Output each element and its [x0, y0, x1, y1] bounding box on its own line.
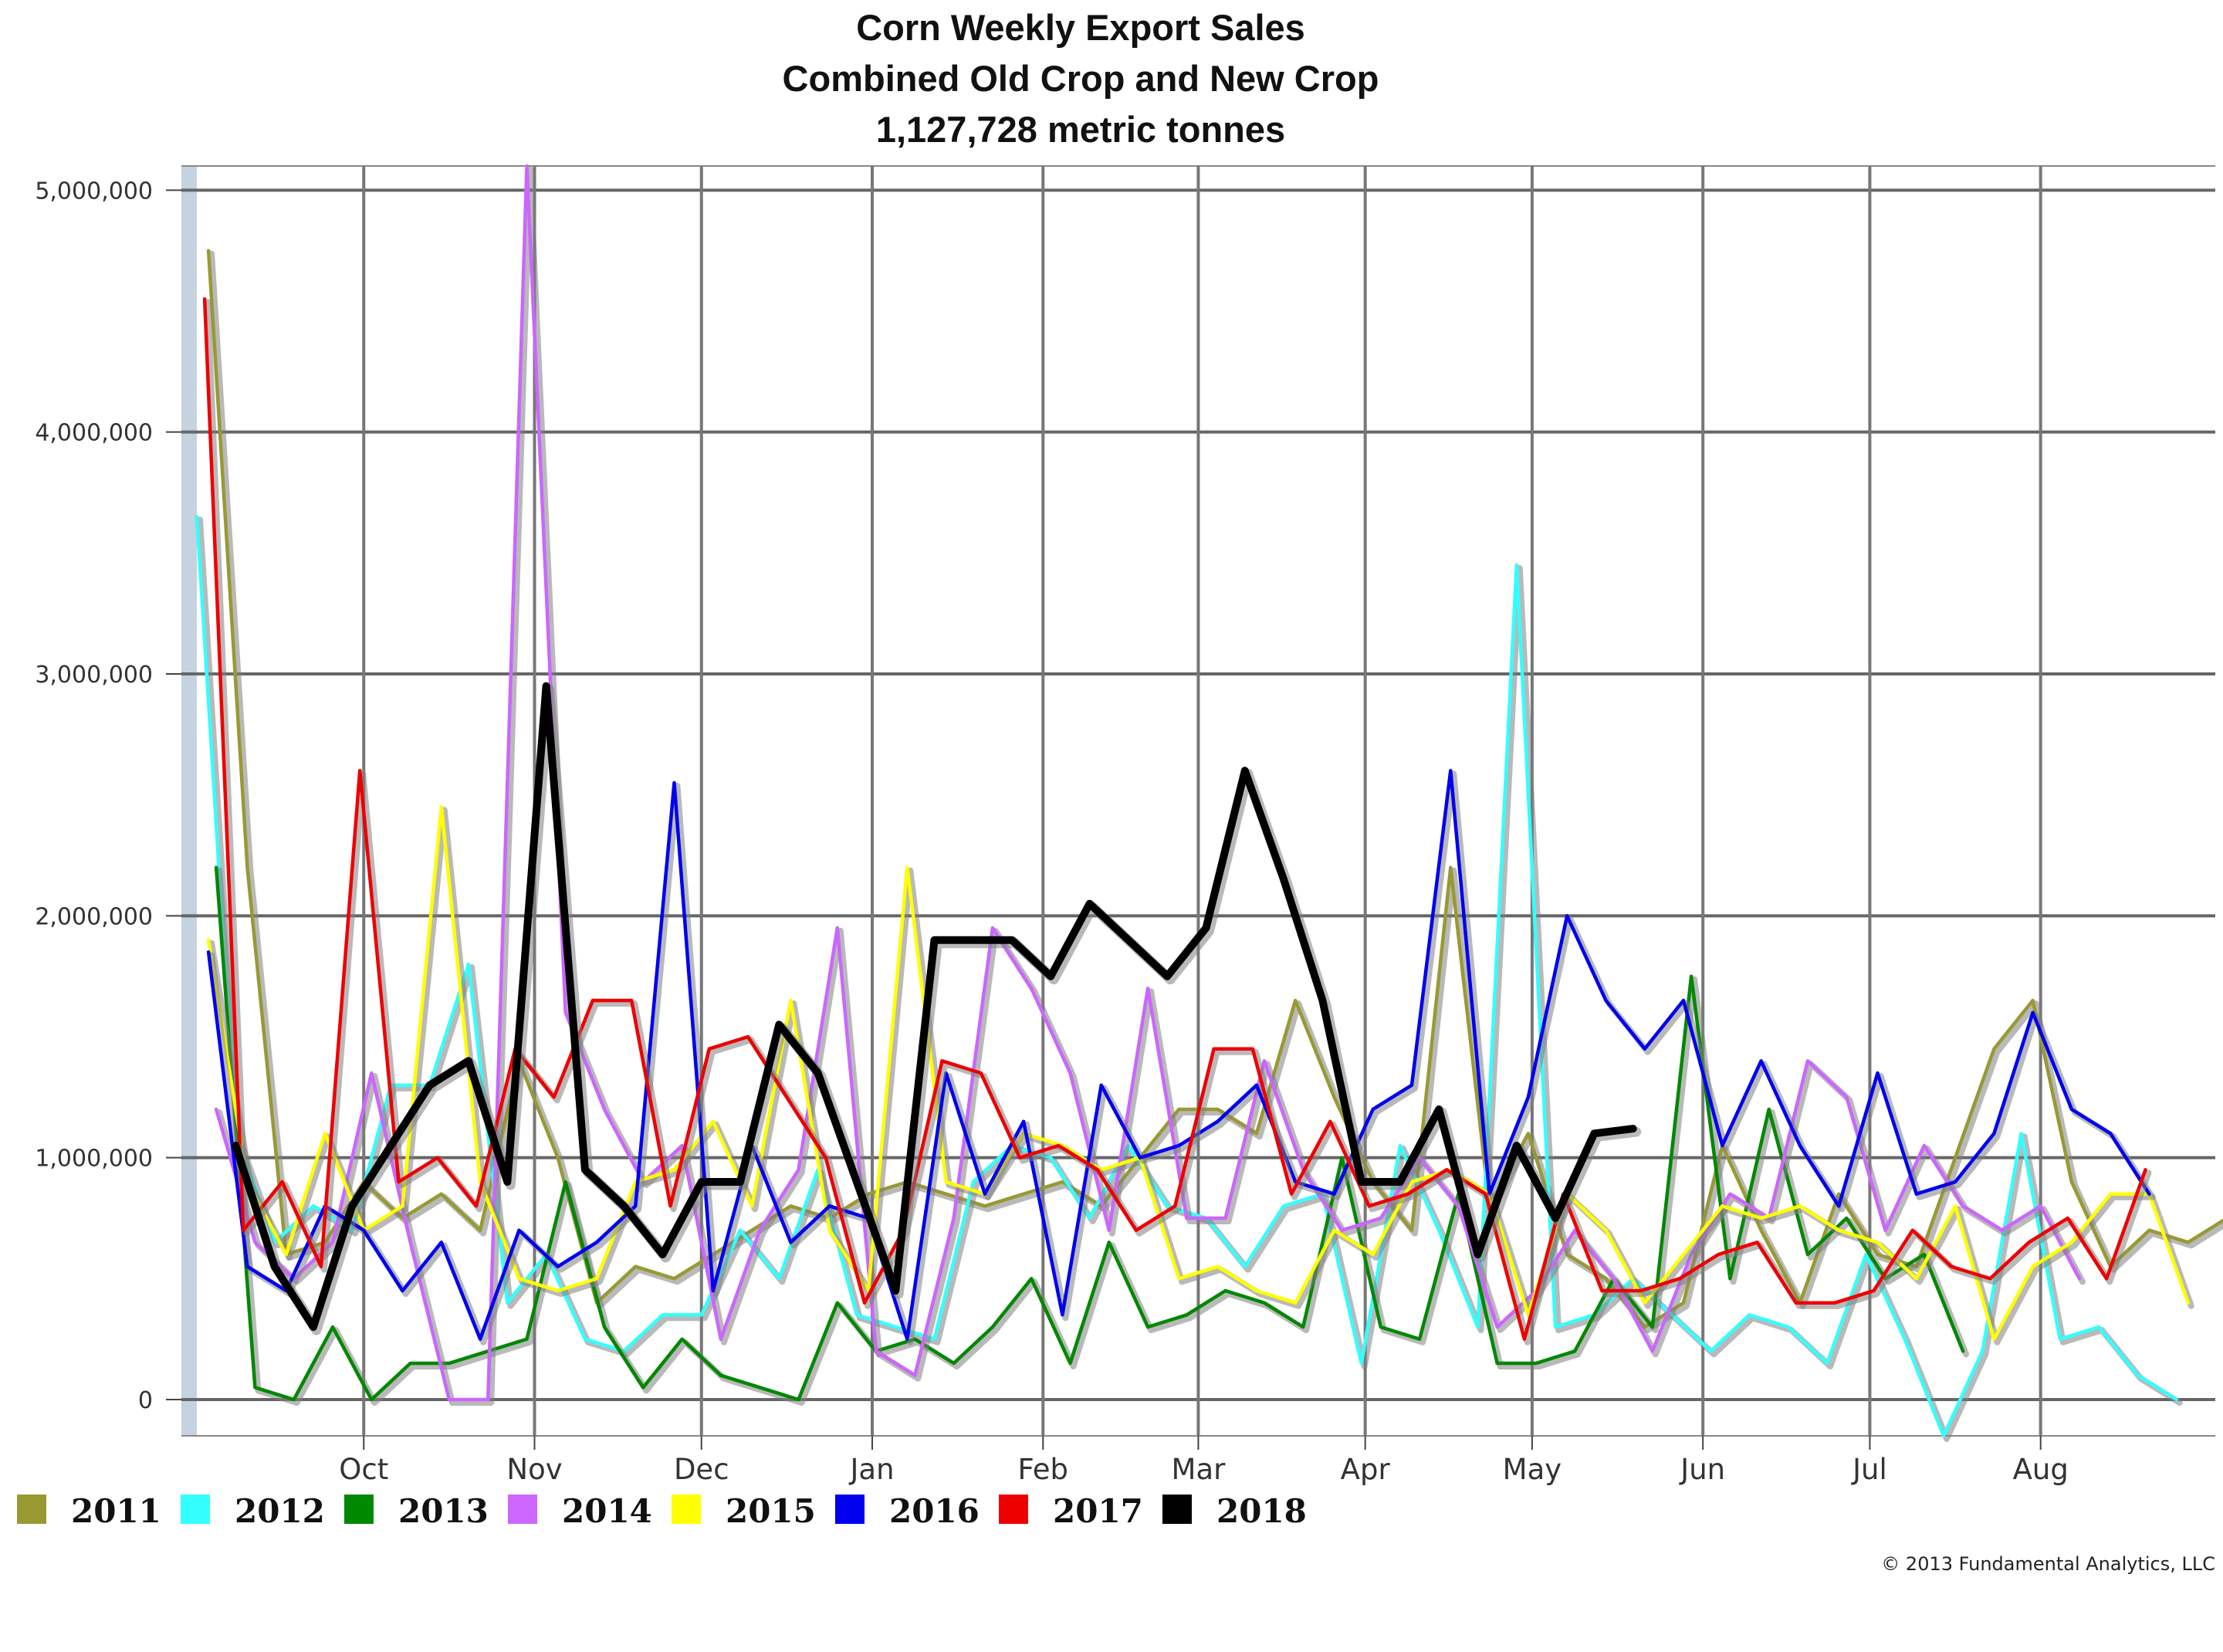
legend-item-2014[interactable]: 2014	[508, 1492, 652, 1530]
legend-swatch	[1162, 1495, 1192, 1524]
legend-swatch	[999, 1495, 1028, 1524]
title-line-1: Corn Weekly Export Sales	[856, 7, 1305, 48]
series-shadow-2015	[208, 807, 2194, 1346]
legend-item-2017[interactable]: 2017	[999, 1492, 1143, 1530]
legend-label: 2018	[1216, 1492, 1307, 1530]
series-line-2016	[206, 769, 2151, 1341]
x-axis: Oct Nov Dec Jan Feb Mar Apr May Jun Jul Aug	[339, 1436, 2069, 1486]
legend-label: 2017	[1053, 1492, 1143, 1530]
copyright-credit: © 2013 Fundamental Analytics, LLC	[1881, 1553, 2215, 1575]
x-tick-label: Oct	[339, 1453, 388, 1486]
y-tick-label: 3,000,000	[35, 662, 153, 689]
legend-swatch	[181, 1495, 210, 1524]
series-layer	[195, 164, 2223, 1442]
series-2013	[214, 865, 1970, 1406]
legend-swatch	[508, 1495, 537, 1524]
legend-swatch	[344, 1495, 374, 1524]
x-tick-label: Apr	[1341, 1453, 1391, 1486]
x-tick-label: Jan	[848, 1453, 894, 1486]
legend-item-2018[interactable]: 2018	[1162, 1492, 1307, 1530]
legend-item-2013[interactable]: 2013	[344, 1492, 489, 1530]
legend-label: 2012	[235, 1492, 325, 1530]
legend-label: 2011	[71, 1492, 161, 1530]
series-line-2013	[214, 865, 1965, 1402]
series-2016	[206, 769, 2156, 1346]
legend: 2011 2012 2013 2014 2015 2016 2017 2018	[17, 1492, 1307, 1530]
x-tick-label: Jun	[1679, 1453, 1725, 1486]
x-tick-label: Nov	[506, 1453, 562, 1486]
legend-label: 2014	[562, 1492, 652, 1530]
legend-swatch	[17, 1495, 46, 1524]
y-axis: 0 1,000,000 2,000,000 3,000,000 4,000,000 5,0…	[35, 178, 181, 1414]
y-tick-label: 1,000,000	[35, 1146, 153, 1173]
y-tick-label: 4,000,000	[35, 420, 153, 447]
x-tick-label: Dec	[674, 1453, 729, 1486]
series-2017	[202, 297, 2152, 1346]
series-line-2018	[232, 682, 1637, 1331]
series-2018	[232, 682, 1642, 1335]
legend-label: 2015	[726, 1492, 816, 1530]
y-tick-label: 0	[138, 1387, 153, 1414]
y-tick-label: 5,000,000	[35, 178, 153, 205]
legend-swatch	[672, 1495, 701, 1524]
legend-item-2011[interactable]: 2011	[17, 1492, 161, 1530]
legend-item-2012[interactable]: 2012	[181, 1492, 325, 1530]
legend-swatch	[835, 1495, 864, 1524]
y-axis-band	[181, 166, 197, 1436]
y-tick-label: 2,000,000	[35, 903, 153, 930]
x-tick-label: Jul	[1851, 1453, 1887, 1486]
series-line-2015	[206, 805, 2191, 1341]
legend-item-2015[interactable]: 2015	[672, 1492, 816, 1530]
legend-label: 2016	[889, 1492, 980, 1530]
legend-label: 2013	[398, 1492, 489, 1530]
legend-item-2016[interactable]: 2016	[835, 1492, 980, 1530]
title-line-3: 1,127,728 metric tonnes	[876, 109, 1285, 150]
x-tick-label: May	[1503, 1453, 1562, 1486]
series-2015	[206, 805, 2194, 1346]
x-tick-label: Mar	[1172, 1453, 1227, 1486]
title-line-2: Combined Old Crop and New Crop	[783, 58, 1379, 99]
chart-title: Corn Weekly Export Sales Combined Old Cr…	[783, 7, 1379, 150]
series-line-2017	[202, 297, 2147, 1341]
x-tick-label: Feb	[1018, 1453, 1069, 1486]
series-shadow-2013	[216, 867, 1970, 1406]
x-tick-label: Aug	[2013, 1453, 2069, 1486]
